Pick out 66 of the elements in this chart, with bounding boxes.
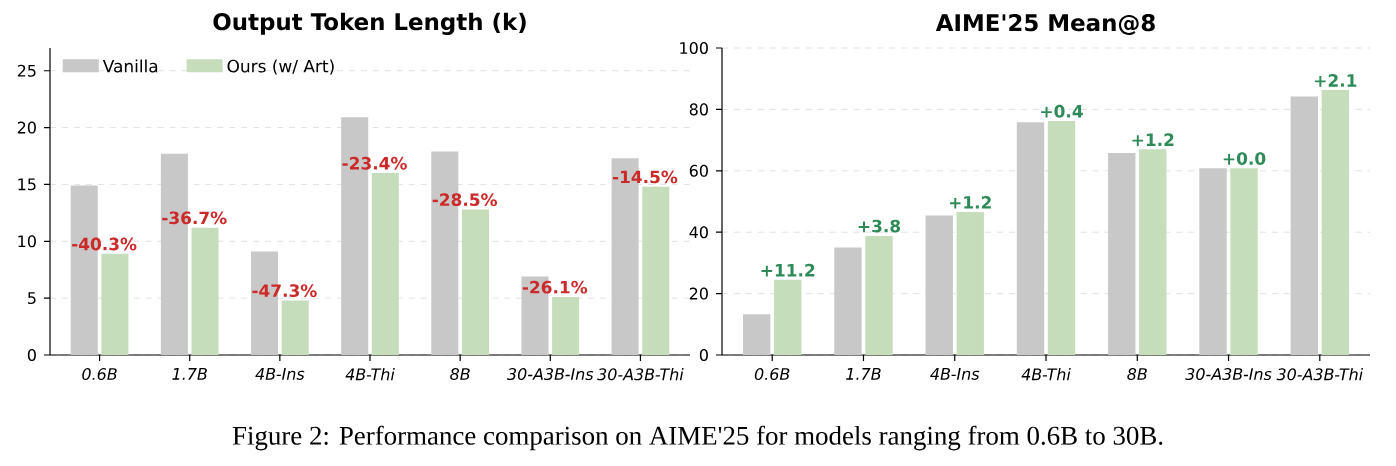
x-tick-label: 30-A3B-Ins — [507, 368, 594, 381]
bar — [552, 297, 580, 355]
y-tick-label: 20 — [17, 121, 36, 134]
y-tick-label: 5 — [28, 292, 36, 305]
y-tick-label: 0 — [27, 348, 36, 362]
bar — [1290, 96, 1318, 355]
x-tick-label: 4B-Thi — [345, 368, 395, 381]
chart-title: AIME'25 Mean@8 — [935, 14, 1155, 35]
annotation: -40.3% — [72, 237, 137, 251]
annotation: -28.5% — [432, 193, 498, 207]
bar — [1230, 168, 1258, 355]
y-tick-label: 15 — [18, 178, 36, 191]
y-tick-label: 20 — [689, 287, 708, 300]
annotation: -23.4% — [342, 156, 407, 170]
bar — [461, 209, 489, 355]
bar — [1108, 152, 1136, 355]
bar — [925, 215, 953, 355]
x-tick-label: 30-A3B-Ins — [1185, 368, 1272, 381]
x-tick-label: 8B — [450, 368, 470, 381]
bar — [1047, 121, 1076, 355]
bar — [101, 253, 129, 355]
y-tick-label: 60 — [689, 164, 708, 177]
annotation: +3.8 — [858, 219, 901, 233]
annotation: +2.1 — [1315, 74, 1357, 87]
x-tick-label: 4B-Ins — [930, 368, 980, 380]
y-tick-label: 25 — [17, 64, 36, 77]
bar — [1016, 122, 1045, 355]
x-tick-label: 4B-Ins — [255, 368, 305, 380]
x-tick-label: 1.7B — [846, 368, 881, 380]
x-tick-label: 0.6B — [82, 368, 117, 381]
bar — [774, 279, 802, 355]
caption: Figure 2: Performance comparison on AIME'25 for models ranging from 0.6B to 30B. — [232, 425, 1163, 451]
x-tick-label: 4B-Thi — [1021, 368, 1071, 381]
annotation: +1.2 — [949, 195, 991, 209]
bar — [191, 227, 219, 355]
bar — [1321, 90, 1350, 355]
annotation: -14.5% — [612, 170, 678, 184]
chart-title: Output Token Length (k) — [213, 12, 526, 35]
x-tick-label: 0.6B — [754, 368, 790, 381]
bar — [865, 235, 893, 355]
y-tick-label: 80 — [689, 103, 708, 116]
bar — [956, 211, 984, 355]
annotation: +1.2 — [1132, 133, 1174, 146]
bar — [834, 247, 862, 355]
y-tick-label: 40 — [689, 226, 708, 239]
annotation: -26.1% — [522, 280, 588, 294]
bar — [1199, 168, 1227, 355]
x-tick-label: 1.7B — [172, 368, 207, 380]
y-tick-label: 10 — [18, 235, 36, 248]
x-tick-label: 8B — [1127, 368, 1147, 381]
annotation: -36.7% — [162, 211, 227, 225]
y-tick-label: 100 — [680, 41, 708, 55]
legend-label: Vanilla — [102, 59, 158, 73]
bar — [1139, 149, 1167, 355]
annotation: -47.3% — [252, 284, 317, 298]
legend-label: Ours (w/ Art) — [227, 59, 334, 75]
x-tick-label: 30-A3B-Thi — [1276, 368, 1364, 381]
bar — [281, 300, 309, 355]
annotation: +0.0 — [1223, 152, 1266, 165]
annotation: +11.2 — [761, 263, 815, 277]
bar — [371, 173, 399, 355]
y-tick-label: 0 — [699, 348, 708, 362]
annotation: +0.4 — [1041, 104, 1083, 118]
bar — [743, 314, 771, 355]
bar — [642, 186, 670, 355]
x-tick-label: 30-A3B-Thi — [597, 368, 684, 381]
